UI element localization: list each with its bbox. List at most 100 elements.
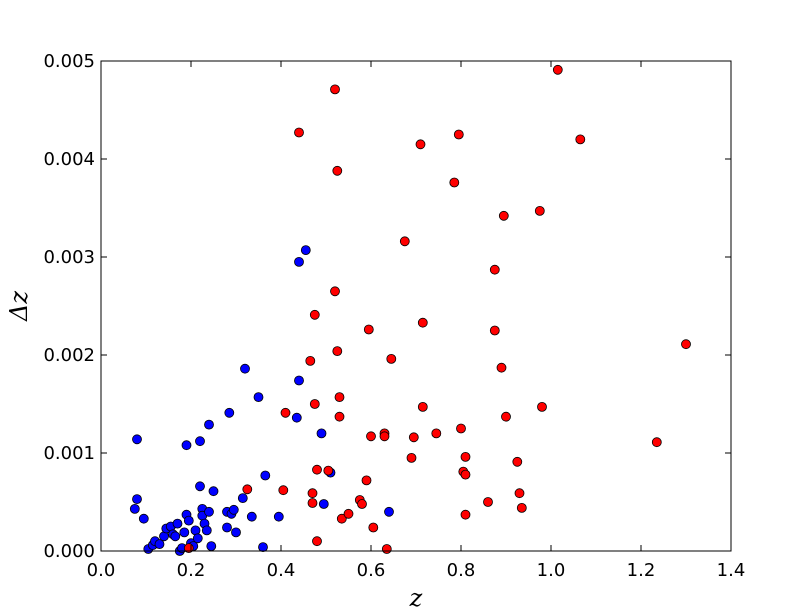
data-point bbox=[260, 470, 271, 481]
x-tick-label: 0.0 bbox=[87, 560, 116, 581]
data-point bbox=[552, 64, 563, 75]
data-point bbox=[651, 437, 662, 448]
data-point bbox=[307, 498, 318, 508]
y-tick-label: 0.002 bbox=[43, 345, 95, 366]
y-tick-label: 0.000 bbox=[43, 541, 95, 562]
data-point bbox=[280, 407, 291, 418]
data-point bbox=[246, 511, 257, 522]
data-point bbox=[330, 286, 340, 297]
data-point bbox=[154, 539, 165, 549]
data-point bbox=[228, 504, 239, 515]
data-point bbox=[489, 325, 500, 336]
data-point bbox=[379, 431, 390, 442]
data-point bbox=[201, 525, 212, 536]
y-tick-label: 0.005 bbox=[43, 51, 95, 72]
data-point bbox=[460, 509, 471, 520]
data-point bbox=[224, 407, 235, 418]
data-point bbox=[291, 412, 302, 423]
data-point bbox=[309, 399, 320, 409]
x-tick-label: 0.2 bbox=[177, 560, 206, 581]
x-axis-label: z bbox=[409, 584, 423, 612]
data-point bbox=[496, 362, 507, 373]
x-tick-label: 0.4 bbox=[267, 560, 296, 581]
data-point bbox=[253, 392, 264, 403]
data-point bbox=[192, 533, 203, 544]
data-point bbox=[305, 355, 316, 366]
data-point bbox=[343, 508, 354, 519]
data-points bbox=[129, 64, 691, 556]
data-point bbox=[460, 469, 471, 480]
data-point bbox=[294, 127, 304, 138]
data-point bbox=[489, 264, 500, 275]
data-point bbox=[273, 511, 284, 522]
data-point bbox=[307, 488, 318, 499]
data-point bbox=[534, 205, 545, 216]
data-point bbox=[316, 428, 327, 439]
data-point bbox=[417, 401, 428, 412]
data-point bbox=[332, 165, 343, 176]
data-point bbox=[183, 515, 194, 526]
data-point bbox=[222, 522, 232, 533]
data-point bbox=[449, 177, 460, 188]
data-point bbox=[300, 245, 311, 256]
data-point bbox=[368, 522, 379, 533]
x-tick-label: 0.6 bbox=[357, 560, 386, 581]
x-tick-label: 1.4 bbox=[717, 560, 746, 581]
data-point bbox=[181, 440, 192, 451]
y-tick-label: 0.003 bbox=[43, 247, 95, 268]
data-point bbox=[278, 485, 289, 496]
data-point bbox=[336, 513, 347, 524]
data-point bbox=[431, 428, 442, 439]
data-point bbox=[514, 488, 525, 499]
data-point bbox=[172, 518, 183, 529]
data-point bbox=[460, 451, 471, 462]
data-point bbox=[384, 506, 394, 517]
y-axis-label: Δz bbox=[5, 291, 33, 322]
data-point bbox=[323, 465, 334, 476]
data-point bbox=[512, 456, 523, 467]
data-point bbox=[204, 506, 214, 517]
data-point bbox=[204, 419, 214, 430]
data-point bbox=[179, 527, 190, 538]
data-point bbox=[242, 484, 253, 495]
data-point bbox=[312, 464, 322, 475]
data-point bbox=[208, 486, 219, 497]
data-point bbox=[231, 527, 241, 538]
data-point bbox=[240, 363, 250, 374]
data-point bbox=[312, 536, 322, 547]
data-point bbox=[258, 542, 268, 552]
data-point bbox=[366, 431, 376, 442]
x-tick-label: 1.2 bbox=[627, 560, 656, 581]
data-point bbox=[386, 353, 397, 364]
data-point bbox=[501, 411, 511, 422]
data-point bbox=[330, 84, 340, 95]
data-point bbox=[498, 210, 509, 221]
data-point bbox=[132, 434, 142, 445]
data-point bbox=[681, 339, 691, 350]
y-axis-ticks: 0.000 0.001 0.002 0.003 0.004 0.005 bbox=[43, 51, 731, 562]
data-point bbox=[170, 531, 181, 542]
data-point bbox=[294, 375, 304, 386]
data-point bbox=[334, 392, 345, 403]
data-point bbox=[132, 494, 142, 505]
data-point bbox=[381, 544, 392, 554]
data-point bbox=[399, 236, 410, 247]
data-point bbox=[357, 499, 367, 509]
data-point bbox=[363, 324, 374, 335]
data-point bbox=[309, 309, 320, 320]
data-point bbox=[195, 436, 205, 447]
data-point bbox=[334, 411, 345, 422]
data-point bbox=[406, 452, 417, 463]
data-point bbox=[417, 317, 428, 328]
data-point bbox=[332, 346, 343, 357]
y-tick-label: 0.001 bbox=[43, 443, 95, 464]
data-point bbox=[516, 502, 527, 513]
x-tick-label: 0.8 bbox=[447, 560, 476, 581]
data-point bbox=[294, 256, 304, 267]
data-point bbox=[537, 401, 547, 412]
y-tick-label: 0.004 bbox=[43, 149, 95, 170]
data-point bbox=[318, 499, 329, 509]
data-point bbox=[483, 497, 493, 507]
data-point bbox=[415, 139, 426, 150]
